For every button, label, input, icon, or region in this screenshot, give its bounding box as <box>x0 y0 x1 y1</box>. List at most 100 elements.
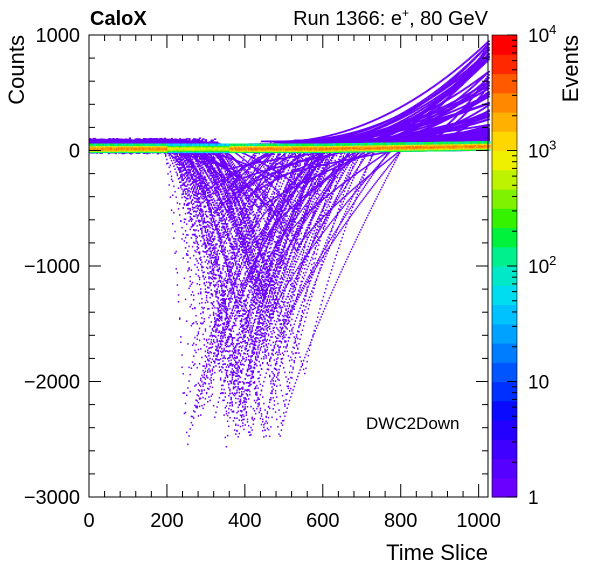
trace-bin <box>264 252 266 254</box>
trace-bin <box>231 187 234 190</box>
trace-bin <box>271 234 273 236</box>
trace-bin <box>209 246 211 249</box>
trace-bin <box>200 312 202 315</box>
trace-bin <box>258 198 260 200</box>
trace-bin <box>461 115 465 117</box>
trace-bin <box>287 184 290 187</box>
trace-bin <box>366 177 368 180</box>
trace-bin <box>218 290 221 292</box>
trace-bin <box>219 197 222 200</box>
trace-bin <box>344 203 347 205</box>
trace-bin <box>257 279 259 282</box>
trace-bin <box>318 321 320 324</box>
trace-bin <box>480 97 483 99</box>
trace-bin <box>204 153 207 156</box>
trace-bin <box>318 221 320 224</box>
trace-bin <box>271 389 273 392</box>
trace-bin <box>373 202 375 205</box>
trace-bin <box>313 252 315 255</box>
trace-bin <box>225 162 228 165</box>
trace-bin <box>380 188 382 191</box>
trace-bin <box>171 157 174 159</box>
trace-bin <box>203 153 205 156</box>
trace-bin <box>466 103 469 106</box>
trace-bin <box>384 156 387 159</box>
trace-bin <box>454 109 458 111</box>
trace-bin <box>299 193 301 196</box>
trace-bin <box>229 172 231 175</box>
trace-bin <box>295 378 298 381</box>
trace-bin <box>243 418 245 421</box>
trace-bin <box>274 231 277 234</box>
trace-bin <box>187 191 189 193</box>
trace-bin <box>292 368 294 370</box>
trace-bin <box>327 225 329 227</box>
trace-bin <box>316 218 319 220</box>
trace-bin <box>391 165 394 168</box>
trace-bin <box>209 399 211 402</box>
trace-bin <box>364 153 367 156</box>
trace-bin <box>299 369 301 371</box>
trace-bin <box>301 239 304 242</box>
trace-bin <box>188 220 190 222</box>
trace-bin <box>392 155 395 157</box>
trace-bin <box>228 328 230 331</box>
trace-bin <box>280 240 283 243</box>
trace-bin <box>306 350 308 353</box>
trace-bin <box>174 161 176 164</box>
trace-bin <box>298 330 300 333</box>
trace-bin <box>252 259 255 261</box>
trace-bin <box>337 165 340 167</box>
trace-bin <box>297 183 299 186</box>
trace-bin <box>238 258 241 261</box>
trace-bin <box>306 259 308 262</box>
trace-bin <box>260 286 263 288</box>
trace-bin <box>191 155 194 158</box>
trace-bin <box>323 214 326 217</box>
trace-bin <box>304 221 306 223</box>
trace-bin <box>221 340 223 343</box>
trace-bin <box>339 210 341 212</box>
trace-bin <box>207 377 209 379</box>
trace-bin <box>350 155 353 158</box>
trace-bin <box>279 220 281 222</box>
trace-bin <box>446 115 449 117</box>
trace-bin <box>459 107 462 109</box>
trace-bin <box>356 184 359 187</box>
trace-bin <box>229 165 231 168</box>
trace-bin <box>392 163 395 166</box>
trace-bin <box>226 171 229 174</box>
trace-bin <box>233 198 236 201</box>
trace-bin <box>194 210 196 212</box>
trace-bin <box>262 254 264 256</box>
trace-bin <box>388 158 390 161</box>
trace-bin <box>232 190 235 193</box>
trace-bin <box>190 237 193 239</box>
trace-bin <box>258 303 260 306</box>
trace-bin <box>458 118 461 121</box>
trace-bin <box>207 155 209 158</box>
trace-bin <box>349 157 352 160</box>
trace-bin <box>252 268 255 270</box>
trace-bin <box>194 197 196 200</box>
trace-bin <box>377 193 380 196</box>
trace-bin <box>187 212 189 214</box>
trace-bin <box>298 183 300 186</box>
trace-bin <box>217 155 219 157</box>
trace-bin <box>273 291 276 294</box>
trace-bin <box>251 360 253 362</box>
trace-bin <box>394 125 397 127</box>
trace-bin <box>181 176 183 179</box>
trace-bin <box>332 289 334 291</box>
trace-bin <box>154 138 157 141</box>
trace-bin <box>211 238 214 240</box>
trace-bin <box>276 302 278 305</box>
trace-bin <box>274 411 277 413</box>
trace-bin <box>205 173 208 176</box>
trace-bin <box>266 204 269 207</box>
trace-bin <box>308 231 311 233</box>
trace-bin <box>293 247 295 249</box>
trace-bin <box>452 110 455 112</box>
trace-bin <box>350 196 353 198</box>
trace-bin <box>279 304 281 307</box>
